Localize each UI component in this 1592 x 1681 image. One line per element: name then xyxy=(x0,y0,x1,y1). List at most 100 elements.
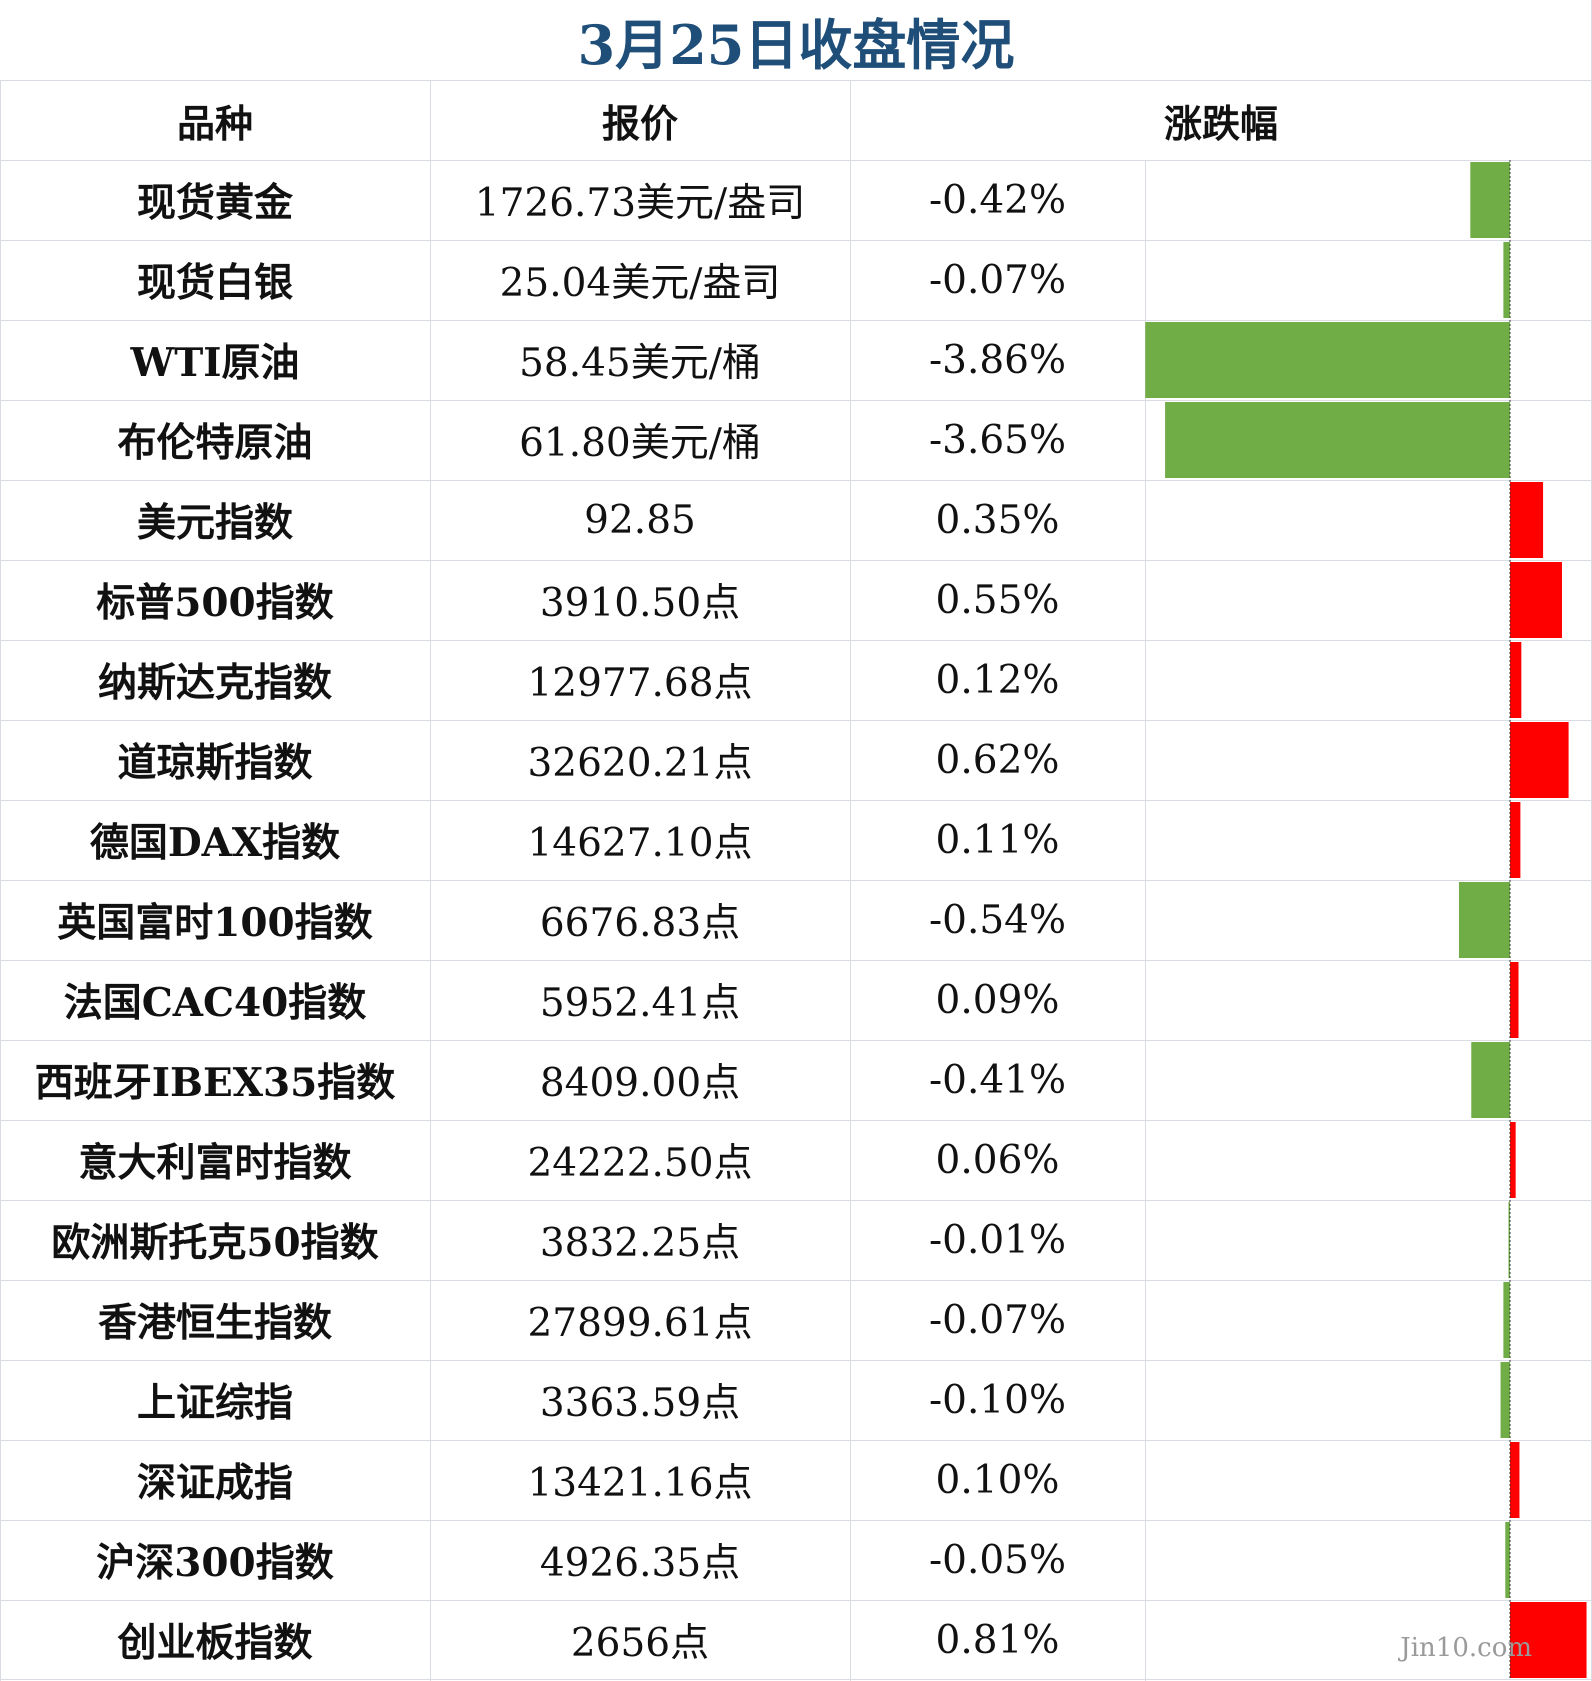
change-bar xyxy=(1510,1602,1587,1678)
row-divider xyxy=(0,1440,1592,1441)
header-price: 报价 xyxy=(601,100,678,146)
column-divider xyxy=(1145,160,1146,1681)
instrument-name: 法国CAC40指数 xyxy=(63,980,367,1026)
instrument-price: 14627.10点 xyxy=(527,821,753,866)
row-divider xyxy=(0,400,1592,401)
instrument-price: 5952.41点 xyxy=(539,981,741,1026)
instrument-change: 0.35% xyxy=(935,497,1060,543)
row-divider xyxy=(0,480,1592,481)
instrument-change: 0.11% xyxy=(935,817,1060,863)
instrument-change: -0.05% xyxy=(928,1537,1067,1583)
instrument-change: 0.55% xyxy=(935,577,1060,623)
row-divider xyxy=(0,160,1592,161)
instrument-price: 13421.16点 xyxy=(527,1461,753,1506)
row-divider xyxy=(0,240,1592,241)
instrument-name: 标普500指数 xyxy=(96,580,334,626)
change-bar xyxy=(1165,402,1510,478)
instrument-price: 8409.00点 xyxy=(539,1061,741,1106)
change-bar xyxy=(1470,162,1510,238)
instrument-name: 西班牙IBEX35指数 xyxy=(34,1060,396,1106)
instrument-name: 创业板指数 xyxy=(117,1620,313,1666)
instrument-change: -0.07% xyxy=(928,1297,1067,1343)
instrument-change: -0.54% xyxy=(928,897,1067,943)
instrument-change: 0.12% xyxy=(935,657,1060,703)
row-divider xyxy=(0,640,1592,641)
row-divider xyxy=(0,1360,1592,1361)
column-divider xyxy=(430,80,431,1681)
instrument-change: 0.06% xyxy=(935,1137,1060,1183)
instrument-price: 3910.50点 xyxy=(539,581,741,626)
change-bar xyxy=(1145,322,1510,398)
change-bar xyxy=(1505,1522,1510,1598)
instrument-change: 0.09% xyxy=(935,977,1060,1023)
row-divider xyxy=(0,1040,1592,1041)
instrument-change: -0.10% xyxy=(928,1377,1067,1423)
row-divider xyxy=(0,1600,1592,1601)
instrument-name: 香港恒生指数 xyxy=(97,1300,332,1346)
instrument-change: -0.41% xyxy=(928,1057,1067,1103)
row-divider xyxy=(0,560,1592,561)
instrument-price: 24222.50点 xyxy=(527,1141,753,1186)
instrument-change: -3.86% xyxy=(928,337,1067,383)
row-divider xyxy=(0,1520,1592,1521)
instrument-name: 布伦特原油 xyxy=(117,420,313,466)
change-bar xyxy=(1510,482,1544,558)
change-bar xyxy=(1510,722,1569,798)
instrument-name: 纳斯达克指数 xyxy=(97,660,332,706)
instrument-price: 32620.21点 xyxy=(527,741,753,786)
instrument-price: 1726.73美元/盎司 xyxy=(474,181,806,226)
row-divider xyxy=(0,960,1592,961)
row-divider xyxy=(0,1200,1592,1201)
instrument-name: 道琼斯指数 xyxy=(117,740,313,786)
column-divider xyxy=(850,80,851,1681)
instrument-name: 英国富时100指数 xyxy=(57,900,373,946)
change-bar xyxy=(1500,1362,1510,1438)
instrument-price: 3832.25点 xyxy=(539,1221,741,1266)
header-divider xyxy=(0,80,1592,81)
instrument-price: 92.85 xyxy=(584,497,696,543)
instrument-price: 4926.35点 xyxy=(539,1541,741,1586)
instrument-name: 沪深300指数 xyxy=(96,1540,334,1586)
header-change: 涨跌幅 xyxy=(1163,100,1278,146)
change-bar xyxy=(1510,802,1521,878)
instrument-price: 27899.61点 xyxy=(527,1301,753,1346)
watermark: Jin10.com xyxy=(1400,1633,1532,1663)
change-bar-chart xyxy=(1145,160,1587,1680)
instrument-price: 12977.68点 xyxy=(527,661,753,706)
instrument-name: 德国DAX指数 xyxy=(89,820,341,866)
instrument-name: 现货黄金 xyxy=(136,180,293,226)
change-bar xyxy=(1503,242,1510,318)
row-divider xyxy=(0,720,1592,721)
change-bar xyxy=(1503,1282,1510,1358)
instrument-price: 61.80美元/桶 xyxy=(519,421,761,466)
instrument-name: WTI原油 xyxy=(130,340,300,386)
instrument-change: -3.65% xyxy=(928,417,1067,463)
change-bar xyxy=(1510,642,1522,718)
instrument-price: 58.45美元/桶 xyxy=(519,341,761,386)
instrument-change: -0.07% xyxy=(928,257,1067,303)
instrument-name: 美元指数 xyxy=(136,500,293,546)
instrument-change: 0.10% xyxy=(935,1457,1060,1503)
instrument-price: 2656点 xyxy=(570,1621,710,1666)
row-divider xyxy=(0,880,1592,881)
row-divider xyxy=(0,1120,1592,1121)
instrument-name: 意大利富时指数 xyxy=(78,1140,352,1186)
instrument-change: -0.01% xyxy=(928,1217,1067,1263)
change-bar xyxy=(1471,1042,1510,1118)
instrument-name: 上证综指 xyxy=(136,1380,293,1426)
row-divider xyxy=(0,320,1592,321)
row-divider xyxy=(0,1280,1592,1281)
row-divider xyxy=(0,1679,1592,1680)
change-bar xyxy=(1510,562,1562,638)
instrument-name: 欧洲斯托克50指数 xyxy=(51,1220,379,1266)
instrument-name: 深证成指 xyxy=(136,1460,293,1506)
header-name: 品种 xyxy=(176,100,253,146)
instrument-change: -0.42% xyxy=(928,177,1067,223)
change-bar xyxy=(1458,882,1510,958)
instrument-name: 现货白银 xyxy=(136,260,293,306)
change-bar xyxy=(1508,1202,1510,1278)
change-bar xyxy=(1510,1442,1520,1518)
instrument-price: 6676.83点 xyxy=(539,901,741,946)
instrument-change: 0.81% xyxy=(935,1617,1060,1663)
